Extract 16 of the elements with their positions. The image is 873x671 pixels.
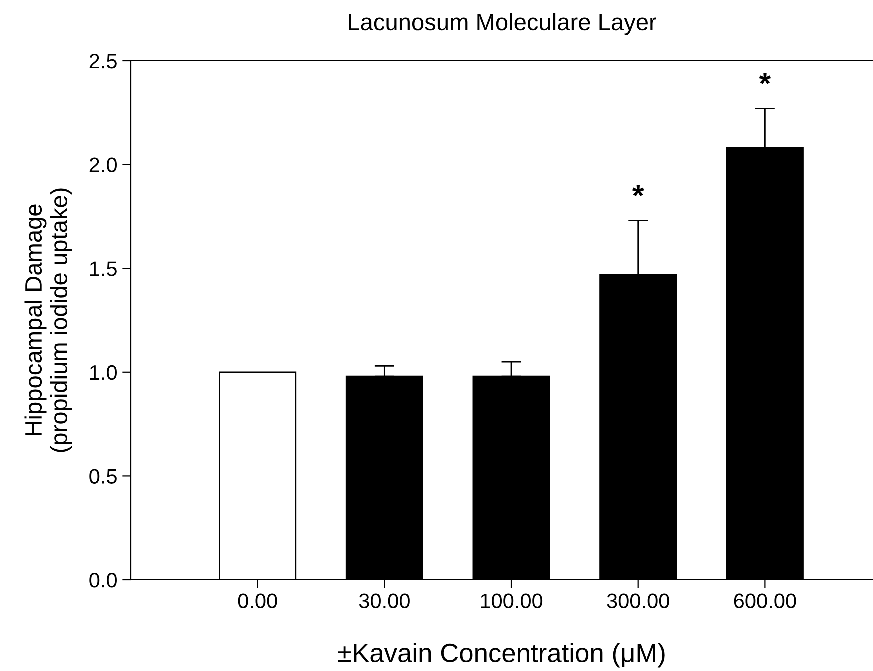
y-tick-label: 1.5 <box>90 262 117 276</box>
x-tick-label: 0.00 <box>238 594 278 608</box>
x-tick-label: 600.00 <box>734 594 796 608</box>
y-tick-label: 1.0 <box>90 365 117 380</box>
x-tick-label: 30.00 <box>359 594 410 608</box>
y-tick-label: 0.5 <box>90 469 117 484</box>
annotation: * <box>632 185 644 197</box>
x-tick-label: 100.00 <box>481 594 543 608</box>
annotation: * <box>759 73 772 84</box>
y-tick-label: 2.5 <box>90 54 117 69</box>
y-axis-title: Hippocampal Damage (propidium iodide uptake) <box>24 188 72 452</box>
x-tick-label: 300.00 <box>607 594 670 608</box>
y-tick-label: 0.0 <box>90 573 117 588</box>
x-axis-title: ±Kavain Concentration (μM) <box>338 643 665 668</box>
y-tick-label: 2.0 <box>90 158 117 173</box>
chart-title: Lacunosum Moleculare Layer <box>349 13 656 36</box>
